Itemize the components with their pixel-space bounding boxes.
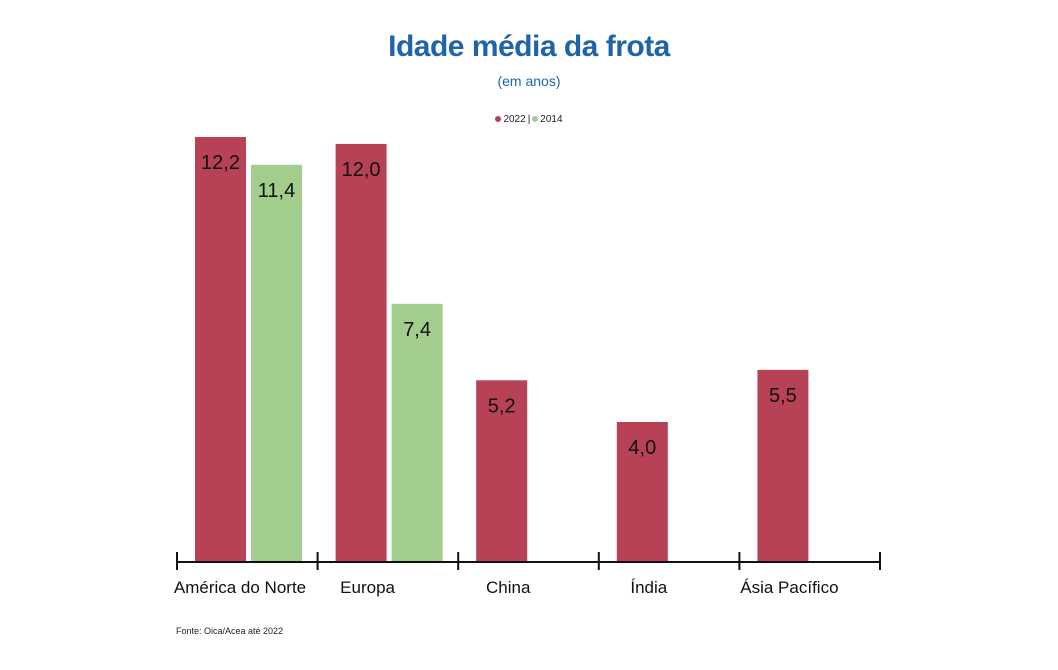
legend-label-2022: 2022: [503, 114, 526, 125]
bar-2014-0: [251, 164, 302, 561]
category-label-1: Europa: [340, 578, 395, 597]
data-label-2014-1: 7,4: [403, 319, 431, 341]
chart-title: Idade média da frota: [388, 30, 670, 63]
bar-2022-3: [616, 421, 668, 561]
category-label-4: Ásia Pacífico: [740, 578, 838, 597]
data-label-2022-4: 5,5: [769, 385, 797, 407]
category-label-0: América do Norte: [174, 578, 306, 597]
data-label-2022-0: 12,2: [201, 152, 240, 174]
category-label-3: Índia: [630, 578, 667, 597]
chart-legend: 2022 | 2014: [0, 114, 1058, 125]
bar-2014-1: [391, 303, 443, 561]
bar-2022-4: [757, 369, 809, 561]
data-label-2022-2: 5,2: [488, 395, 516, 417]
data-label-2014-0: 11,4: [258, 180, 295, 202]
legend-separator: |: [527, 114, 531, 125]
legend-label-2014: 2014: [540, 114, 563, 125]
bar-2022-0: [195, 137, 246, 561]
legend-swatch-2022: [495, 116, 502, 123]
legend-swatch-2014: [532, 116, 539, 123]
bar-2022-2: [476, 380, 528, 561]
bar-2022-1: [335, 143, 387, 562]
chart-subtitle: (em anos): [497, 73, 561, 89]
data-label-2022-1: 12,0: [342, 159, 381, 181]
source-note: Fonte: Oica/Acea até 2022: [176, 626, 284, 636]
category-label-2: China: [486, 578, 531, 597]
data-label-2022-3: 4,0: [628, 437, 656, 459]
